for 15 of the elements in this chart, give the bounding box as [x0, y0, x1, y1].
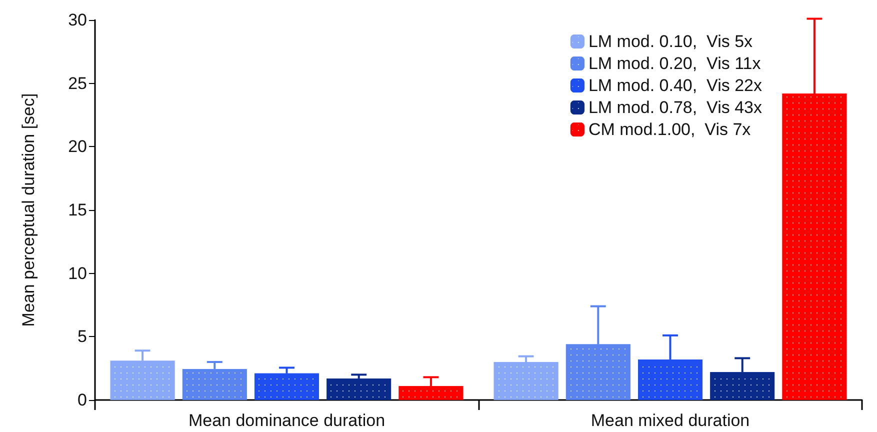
- legend-label: CM mod.1.00, Vis 7x: [588, 120, 752, 139]
- y-tick-label: 0: [78, 390, 87, 410]
- y-tick-label: 20: [68, 137, 87, 156]
- legend-label: LM mod. 0.40, Vis 22x: [588, 76, 762, 95]
- y-axis-title: Mean perceptual duration [sec]: [19, 93, 38, 327]
- x-tick-label: Mean dominance duration: [188, 411, 386, 430]
- legend-label: LM mod. 0.20, Vis 11x: [588, 54, 762, 73]
- y-tick-label: 5: [78, 327, 87, 346]
- y-tick-label: 25: [68, 74, 87, 93]
- y-tick-label: 30: [68, 10, 87, 30]
- legend-label: LM mod. 0.78, Vis 43x: [588, 98, 762, 117]
- y-tick-label: 10: [68, 264, 87, 283]
- y-tick-label: 15: [68, 200, 87, 220]
- x-tick-label: Mean mixed duration: [590, 411, 750, 430]
- legend-label: LM mod. 0.10, Vis 5x: [588, 32, 754, 51]
